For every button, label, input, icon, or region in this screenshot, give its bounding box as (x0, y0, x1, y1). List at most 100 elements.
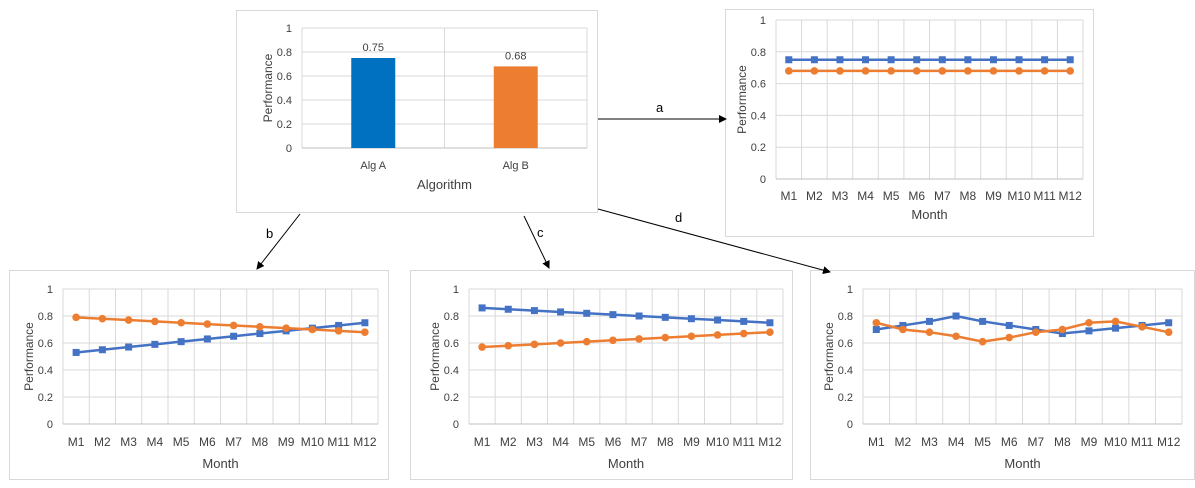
data-point-square (740, 317, 748, 325)
data-point-circle (229, 321, 238, 330)
data-point-square (913, 56, 921, 64)
x-tick-label: M4 (147, 435, 164, 449)
x-tick-label: M8 (657, 435, 674, 449)
x-tick-label: M9 (278, 435, 295, 449)
y-axis-title: Performance (428, 322, 442, 391)
data-point-circle (925, 328, 934, 336)
x-tick-label: M3 (832, 189, 849, 203)
data-point-circle (256, 323, 264, 331)
data-point-square (964, 56, 972, 64)
y-tick-label: 0.6 (444, 338, 459, 350)
data-point-square (785, 56, 793, 64)
data-point-circle (1015, 67, 1023, 75)
data-point-circle (478, 343, 486, 351)
data-point-circle (1111, 317, 1120, 326)
y-tick-label: 0.2 (38, 392, 53, 404)
data-point-square (335, 321, 343, 329)
x-tick-label: M6 (1001, 435, 1018, 449)
y-tick-label: 1 (286, 23, 292, 35)
data-point-circle (203, 320, 212, 328)
x-tick-label: M11 (1033, 189, 1056, 203)
data-point-square (887, 56, 895, 64)
data-point-circle (784, 67, 793, 75)
data-point-square (766, 319, 774, 327)
data-point-square (583, 309, 591, 317)
data-point-circle (964, 67, 972, 75)
y-tick-label: 0 (47, 419, 53, 431)
x-axis-title: Month (911, 207, 947, 222)
data-point-circle (989, 67, 998, 75)
data-point-circle (556, 339, 565, 347)
data-point-square (989, 56, 997, 64)
data-point-circle (124, 316, 133, 324)
data-point-circle (1085, 318, 1093, 327)
x-tick-label: M5 (883, 189, 900, 203)
bar-data-label: 0.68 (505, 50, 526, 62)
data-point-square (938, 56, 946, 64)
data-point-circle (308, 325, 317, 334)
x-tick-label: M7 (1027, 435, 1044, 449)
data-point-circle (1058, 325, 1067, 334)
y-tick-label: 0.4 (444, 365, 459, 377)
line-chart-c: 0 0.2 0.4 0.6 0.8 1 M1 M2 M3 M4 M5 M6 M7 M8 M9 M10 M11 M1… (428, 284, 784, 471)
data-point-circle (282, 324, 290, 332)
y-tick-label: 0 (286, 143, 292, 155)
data-point-circle (687, 332, 696, 341)
data-point-square (635, 312, 643, 320)
y-tick-label: 0 (847, 419, 853, 431)
x-tick-label: M2 (94, 435, 111, 449)
y-tick-label: 0.8 (751, 47, 766, 59)
y-tick-label: 1 (47, 284, 53, 296)
data-point-square (230, 332, 238, 340)
data-point-circle (861, 67, 870, 75)
arrow-label-a: a (656, 100, 664, 115)
y-tick-label: 0.4 (751, 110, 766, 122)
y-axis-title: Performance (22, 322, 36, 391)
bar-chart: 0 0.2 0.4 0.6 0.8 1 Alg A Alg B Algorithm Perform… (261, 23, 588, 192)
x-tick-label: M6 (908, 189, 925, 203)
bar-alg-a (351, 58, 396, 148)
data-point-circle (1040, 67, 1049, 75)
data-point-square (72, 348, 80, 356)
bar-alg-b (493, 66, 538, 148)
data-point-circle (1005, 333, 1014, 342)
data-point-circle (582, 337, 591, 346)
y-tick-label: 0.2 (751, 142, 766, 154)
arrow-b (256, 213, 301, 270)
x-tick-label: M12 (1157, 435, 1181, 449)
data-point-circle (739, 329, 748, 338)
x-tick-label: M9 (1081, 435, 1098, 449)
bar-chart-panel: 0 0.2 0.4 0.6 0.8 1 Alg A Alg B Algorithm Perform… (236, 10, 598, 213)
data-point-square (504, 305, 512, 313)
x-tick-label: M1 (68, 435, 85, 449)
x-tick-label: M3 (120, 435, 137, 449)
data-point-square (836, 56, 844, 64)
data-point-square (361, 319, 369, 327)
data-point-square (530, 307, 538, 315)
data-point-circle (766, 328, 774, 336)
x-tick-label: M3 (921, 435, 938, 449)
y-tick-label: 0.4 (838, 365, 853, 377)
data-point-square (125, 343, 133, 351)
x-tick-label: M2 (500, 435, 517, 449)
data-point-circle (912, 67, 921, 75)
data-point-square (1112, 324, 1120, 332)
data-point-circle (810, 67, 819, 75)
data-point-square (1015, 56, 1023, 64)
x-tick-label: M1 (474, 435, 491, 449)
data-point-circle (872, 318, 881, 327)
data-point-square (714, 316, 722, 324)
x-tick-label: M11 (327, 435, 350, 449)
x-tick-label: M5 (578, 435, 595, 449)
x-tick-label: M8 (1054, 435, 1071, 449)
data-point-square (1041, 56, 1049, 64)
data-point-circle (938, 67, 947, 75)
chart-c-panel: 0 0.2 0.4 0.6 0.8 1 M1 M2 M3 M4 M5 M6 M7 M8 M9 M10 M11 M1… (410, 270, 793, 480)
x-tick-label: M5 (974, 435, 991, 449)
series-line-1 (482, 306, 770, 324)
x-tick-label: M7 (225, 435, 242, 449)
data-point-square (1165, 319, 1173, 327)
data-point-circle (1031, 328, 1040, 336)
x-tick-label: M9 (985, 189, 1002, 203)
data-point-square (1066, 56, 1074, 64)
